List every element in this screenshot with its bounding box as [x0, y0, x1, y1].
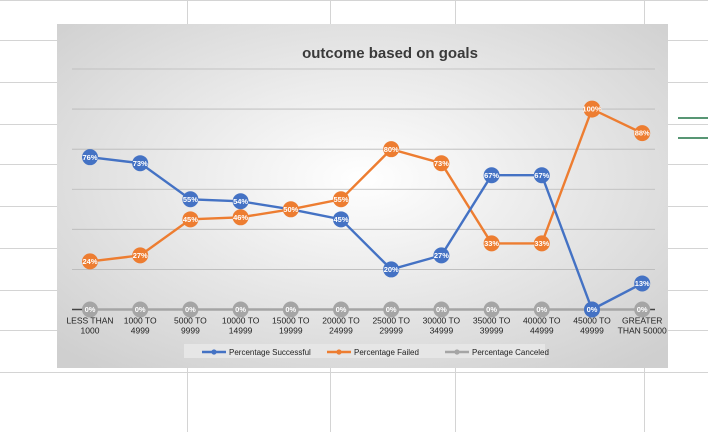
- data-label: 24%: [82, 257, 97, 266]
- data-label: 67%: [534, 171, 549, 180]
- data-point[interactable]: [182, 211, 199, 228]
- data-point[interactable]: [333, 191, 349, 208]
- data-point[interactable]: [483, 301, 500, 318]
- data-label: 0%: [85, 305, 96, 314]
- data-label: 45%: [333, 215, 348, 224]
- x-tick-label: 15000 TO 19999: [272, 316, 310, 336]
- x-tick-label: 10000 TO 14999: [222, 316, 260, 336]
- x-tick-label: 40000 TO 44999: [523, 316, 561, 336]
- data-point[interactable]: [282, 201, 299, 218]
- data-label: 0%: [386, 305, 397, 314]
- data-point[interactable]: [634, 275, 651, 292]
- series-line: [89, 156, 643, 312]
- data-label: 20%: [384, 265, 399, 274]
- data-point[interactable]: [232, 301, 249, 318]
- data-point[interactable]: [132, 247, 149, 264]
- data-label: 13%: [635, 279, 650, 288]
- data-label: 100%: [582, 105, 602, 114]
- data-point[interactable]: [533, 301, 550, 318]
- data-label: 55%: [183, 195, 198, 204]
- data-point[interactable]: [433, 247, 450, 264]
- legend-item[interactable]: Percentage Failed: [354, 348, 419, 357]
- data-point[interactable]: [232, 209, 249, 226]
- data-label: 76%: [82, 153, 97, 162]
- data-point[interactable]: [533, 235, 550, 252]
- x-tick-label: 30000 TO 34999: [423, 316, 461, 336]
- data-label: 45%: [183, 215, 198, 224]
- data-label: 0%: [235, 305, 246, 314]
- legend-marker: [454, 349, 460, 355]
- data-label: 0%: [336, 305, 347, 314]
- x-tick-label: 1000 TO 4999: [124, 316, 157, 336]
- data-point[interactable]: [132, 301, 149, 318]
- data-point[interactable]: [433, 301, 450, 318]
- data-point[interactable]: [383, 261, 400, 278]
- data-label: 33%: [484, 239, 499, 248]
- data-label: 46%: [233, 213, 248, 222]
- chart-title: outcome based on goals: [302, 45, 478, 62]
- data-label: 0%: [536, 305, 547, 314]
- x-tick-label: 25000 TO 29999: [372, 316, 410, 336]
- x-tick-label: 35000 TO 39999: [473, 316, 511, 336]
- data-point[interactable]: [333, 301, 349, 318]
- legend-box: [184, 344, 545, 358]
- data-label: 0%: [185, 305, 196, 314]
- data-point[interactable]: [533, 167, 550, 184]
- data-label: 80%: [384, 145, 399, 154]
- legend-item[interactable]: Percentage Successful: [229, 348, 311, 357]
- gridlines: [72, 68, 655, 270]
- data-point[interactable]: [333, 211, 349, 228]
- data-point[interactable]: [583, 100, 601, 118]
- x-tick-label: 20000 TO 24999: [322, 316, 360, 336]
- data-point[interactable]: [433, 155, 450, 172]
- data-label: 73%: [133, 159, 148, 168]
- chart[interactable]: outcome based on goals LESS THAN 1000 1000…: [57, 24, 668, 368]
- data-point[interactable]: [634, 125, 651, 142]
- data-label: 67%: [484, 171, 499, 180]
- data-label: 50%: [283, 205, 298, 214]
- x-axis: LESS THAN 1000 1000 TO 4999 5000 TO 9999 10000…: [66, 308, 667, 336]
- data-label: 27%: [133, 251, 148, 260]
- data-label: 55%: [333, 195, 348, 204]
- data-label: 0%: [436, 305, 447, 314]
- x-tick-label: 45000 TO 49999: [573, 316, 611, 336]
- data-point[interactable]: [182, 191, 199, 208]
- data-point[interactable]: [483, 235, 500, 252]
- data-point[interactable]: [483, 167, 500, 184]
- data-point[interactable]: [82, 301, 98, 318]
- data-point[interactable]: [584, 301, 600, 318]
- series-lines: [89, 107, 643, 312]
- data-label: 88%: [635, 129, 650, 138]
- data-point[interactable]: [383, 141, 400, 158]
- legend-item[interactable]: Percentage Canceled: [472, 348, 549, 357]
- series-line: [89, 107, 643, 263]
- chart-svg: outcome based on goals LESS THAN 1000 1000…: [57, 24, 668, 368]
- data-label: 0%: [285, 305, 296, 314]
- data-label: 0%: [637, 305, 648, 314]
- data-label: 0%: [486, 305, 497, 314]
- data-point[interactable]: [132, 155, 149, 172]
- data-point[interactable]: [82, 253, 98, 270]
- legend-marker: [336, 349, 342, 355]
- data-point[interactable]: [282, 301, 299, 318]
- data-point[interactable]: [232, 193, 249, 210]
- series-points: 0% 0% 0% 0% 0% 0% 0% 0% 0% 0% 0% 0% 24% 27% 45% 46% 50% 5…: [82, 100, 651, 318]
- x-tick-label: GREATER THAN 50000: [618, 316, 667, 336]
- data-label: 54%: [233, 197, 248, 206]
- legend-marker: [211, 349, 217, 355]
- data-label: 33%: [534, 239, 549, 248]
- data-point[interactable]: [634, 301, 651, 318]
- x-tick-label: LESS THAN 1000: [66, 316, 113, 336]
- data-label: 27%: [434, 251, 449, 260]
- data-label: 0%: [135, 305, 146, 314]
- data-point[interactable]: [82, 149, 98, 166]
- data-label: 0%: [587, 305, 598, 314]
- data-point[interactable]: [182, 301, 199, 318]
- x-tick-label: 5000 TO 9999: [174, 316, 207, 336]
- data-point[interactable]: [383, 301, 400, 318]
- legend: Percentage Successful Percentage Failed Pe…: [184, 344, 549, 358]
- data-label: 73%: [434, 159, 449, 168]
